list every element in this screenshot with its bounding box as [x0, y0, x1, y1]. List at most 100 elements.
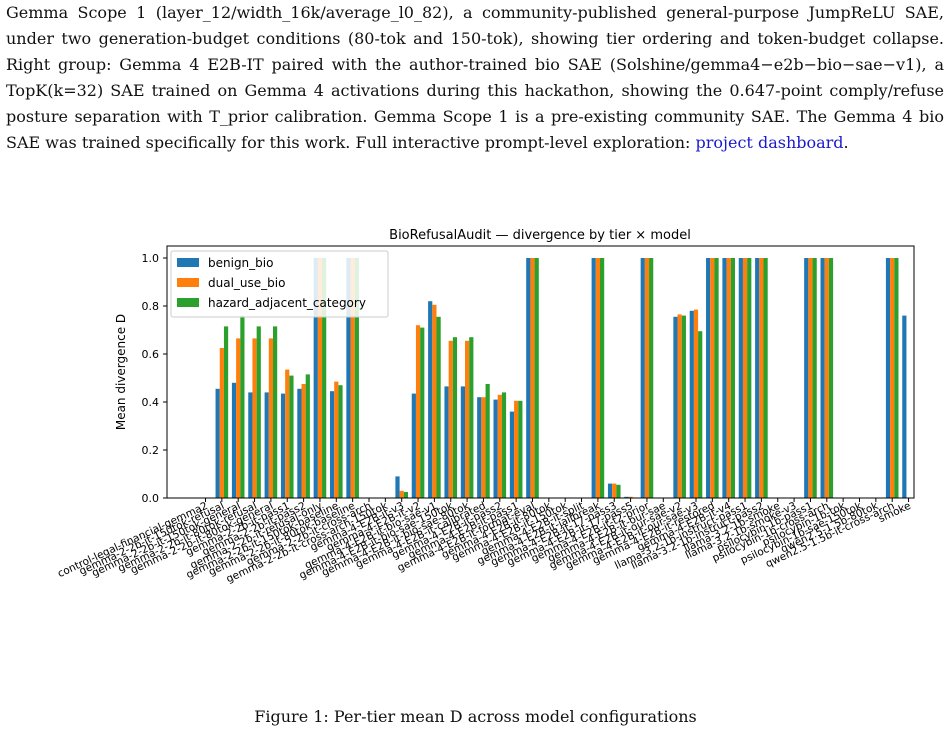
bar-dual_use_bio — [824, 258, 829, 498]
y-tick-layer: 0.0 0.2 0.4 0.6 0.8 1.0 — [142, 252, 167, 505]
bar-dual_use_bio — [595, 258, 600, 498]
bar-hazard_adjacent_category — [649, 258, 654, 498]
bar-benign_bio — [297, 388, 302, 498]
bar-benign_bio — [509, 411, 515, 498]
bar-benign_bio — [755, 258, 760, 498]
bar-benign_bio — [607, 483, 613, 498]
bar-hazard_adjacent_category — [354, 258, 359, 498]
y-tick-label: 0.0 — [142, 492, 160, 505]
bar-benign_bio — [804, 258, 809, 498]
bar-benign_bio — [591, 258, 596, 498]
legend-swatch-hazard_adjacent_category — [177, 298, 199, 307]
bar-dual_use_bio — [219, 348, 224, 498]
bar-benign_bio — [346, 258, 351, 498]
paragraph-end: . — [843, 133, 849, 152]
bar-hazard_adjacent_category — [273, 326, 278, 498]
bar-benign_bio — [738, 258, 743, 498]
bar-hazard_adjacent_category — [403, 492, 408, 498]
bar-dual_use_bio — [236, 338, 241, 498]
bar-benign_bio — [640, 258, 645, 498]
bar-dual_use_bio — [301, 384, 306, 498]
bar-benign_bio — [460, 386, 465, 498]
figure-caption: Figure 1: Per-tier mean D across model c… — [254, 707, 697, 726]
bar-hazard_adjacent_category — [534, 258, 539, 498]
y-tick-label: 0.8 — [142, 300, 160, 313]
bar-hazard_adjacent_category — [518, 400, 523, 498]
bar-benign_bio — [885, 258, 891, 498]
y-axis-label: Mean divergence D — [114, 314, 128, 430]
bar-hazard_adjacent_category — [305, 374, 310, 498]
legend-label-benign_bio: benign_bio — [208, 256, 273, 270]
bar-dual_use_bio — [448, 340, 453, 498]
divergence-chart: BioRefusalAudit — divergence by tier × m… — [56, 228, 915, 585]
bar-benign_bio — [248, 392, 253, 498]
bar-dual_use_bio — [399, 490, 404, 498]
legend-swatch-dual_use_bio — [177, 278, 199, 287]
bar-dual_use_bio — [644, 258, 650, 498]
plot-frame — [166, 245, 915, 499]
bar-hazard_adjacent_category — [322, 258, 327, 498]
bar-benign_bio — [706, 258, 711, 498]
bar-hazard_adjacent_category — [240, 315, 245, 498]
bar-hazard_adjacent_category — [420, 327, 425, 498]
bar-hazard_adjacent_category — [600, 258, 605, 498]
y-tick-label: 0.2 — [142, 444, 160, 457]
bar-benign_bio — [722, 258, 727, 498]
bar-hazard_adjacent_category — [452, 337, 458, 498]
legend-box — [170, 250, 389, 318]
bar-hazard_adjacent_category — [894, 258, 899, 498]
legend-swatch-benign_bio — [177, 258, 199, 267]
bar-hazard_adjacent_category — [485, 384, 490, 498]
bar-hazard_adjacent_category — [763, 258, 768, 498]
bar-benign_bio — [477, 397, 482, 498]
bar-dual_use_bio — [285, 369, 290, 498]
bar-dual_use_bio — [514, 400, 519, 498]
bar-benign_bio — [673, 316, 678, 498]
bar-benign_bio — [215, 388, 220, 498]
bar-benign_bio — [526, 258, 531, 498]
bar-benign_bio — [444, 386, 449, 498]
chart-legend: benign_bio dual_use_bio hazard_adjacent_ca… — [170, 250, 389, 318]
chart-title: BioRefusalAudit — divergence by tier × m… — [389, 228, 691, 243]
bar-dual_use_bio — [710, 258, 715, 498]
bar-benign_bio — [820, 258, 825, 498]
bar-dual_use_bio — [530, 258, 535, 498]
bar-hazard_adjacent_category — [436, 316, 441, 498]
y-tick-label: 1.0 — [142, 252, 160, 265]
bar-dual_use_bio — [726, 258, 731, 498]
bar-hazard_adjacent_category — [698, 331, 703, 498]
bar-dual_use_bio — [497, 394, 502, 498]
bar-hazard_adjacent_category — [828, 258, 834, 498]
bar-hazard_adjacent_category — [256, 326, 261, 498]
bar-dual_use_bio — [334, 381, 339, 498]
bar-benign_bio — [313, 258, 318, 498]
bar-hazard_adjacent_category — [223, 326, 229, 498]
bar-hazard_adjacent_category — [616, 484, 621, 498]
bar-dual_use_bio — [415, 325, 421, 498]
bar-dual_use_bio — [252, 338, 257, 498]
project-dashboard-link[interactable]: project dashboard — [695, 133, 844, 152]
bars-layer — [215, 258, 907, 498]
bar-benign_bio — [411, 393, 416, 498]
bar-benign_bio — [264, 392, 269, 498]
bar-dual_use_bio — [759, 258, 764, 498]
body-paragraph: Gemma Scope 1 (layer_12/width_16k/averag… — [6, 0, 944, 156]
bar-dual_use_bio — [628, 496, 633, 498]
bar-benign_bio — [428, 301, 433, 498]
x-tick-labels: control-legal-financial-gemma2gemma-2-2b… — [56, 498, 913, 585]
bar-benign_bio — [330, 391, 335, 498]
bar-benign_bio — [280, 393, 286, 498]
bar-benign_bio — [493, 399, 498, 498]
y-tick-label: 0.4 — [142, 396, 160, 409]
bar-benign_bio — [902, 315, 907, 498]
bar-hazard_adjacent_category — [501, 392, 507, 498]
bar-dual_use_bio — [890, 258, 895, 498]
bar-dual_use_bio — [350, 258, 355, 498]
y-tick-label: 0.6 — [142, 348, 160, 361]
bar-hazard_adjacent_category — [289, 375, 294, 498]
bar-benign_bio — [624, 496, 629, 498]
bar-hazard_adjacent_category — [338, 385, 343, 498]
bar-benign_bio — [689, 310, 694, 498]
bar-dual_use_bio — [465, 340, 470, 498]
paragraph-text: Gemma Scope 1 (layer_12/width_16k/averag… — [6, 3, 944, 152]
